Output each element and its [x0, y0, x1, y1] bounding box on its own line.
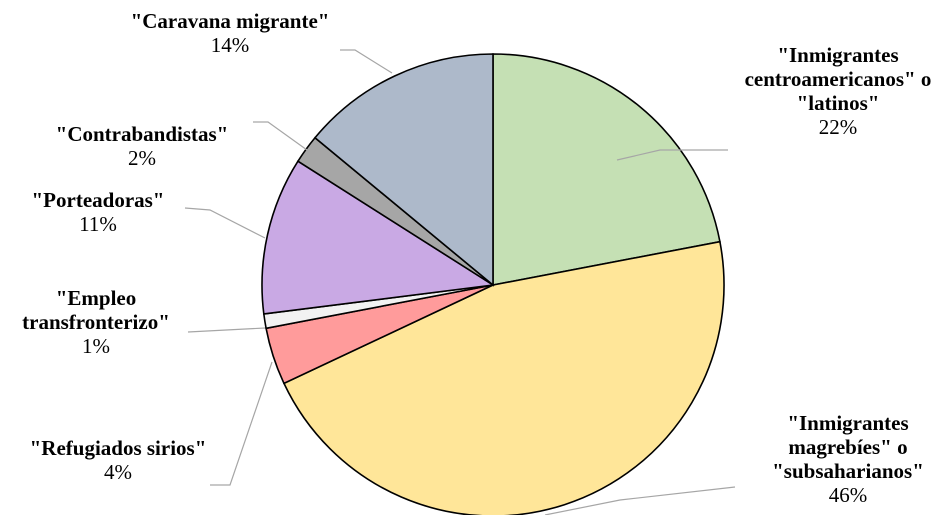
slice-percent-label: 14% — [211, 33, 250, 57]
leader-line-4 — [184, 207, 266, 239]
pie-slice-6 — [313, 53, 494, 287]
slice-label-0: "Inmigrantes centroamericanos" o "latinos"… — [745, 43, 932, 139]
slice-name-line: "subsaharianos" — [772, 459, 924, 483]
slice-name-line: "Inmigrantes — [777, 43, 898, 67]
slice-label-2: "Refugiados sirios" 4% — [30, 436, 207, 484]
slice-name-line: "Caravana migrante" — [131, 9, 330, 33]
leader-line-6 — [340, 49, 393, 74]
slice-name-line: "Refugiados sirios" — [30, 436, 207, 460]
slice-percent-label: 4% — [104, 460, 132, 484]
slice-name-line: "Porteadoras" — [32, 188, 165, 212]
leader-line-0 — [616, 149, 728, 161]
slice-name-line: centroamericanos" o — [745, 67, 932, 91]
slice-percent-label: 1% — [82, 334, 110, 358]
leader-line-5 — [253, 121, 308, 151]
leader-lines — [184, 49, 736, 515]
slice-label-6: "Caravana migrante" 14% — [131, 9, 330, 57]
slice-name-line: transfronterizo" — [22, 310, 170, 334]
pie-slices — [261, 53, 725, 515]
slice-name-line: "Empleo — [56, 286, 137, 310]
leader-line-2 — [210, 361, 273, 486]
leader-line-1 — [544, 486, 736, 515]
pie-slice-1 — [282, 240, 725, 515]
slice-labels: "Inmigrantes centroamericanos" o "latinos"… — [22, 9, 931, 507]
slice-percent-label: 22% — [819, 115, 858, 139]
slice-name-line: "Inmigrantes — [787, 411, 908, 435]
slice-label-1: "Inmigrantes magrebíes" o "subsaharianos" 4… — [772, 411, 924, 507]
slice-percent-label: 2% — [128, 146, 156, 170]
slice-name-line: magrebíes" o — [788, 435, 907, 459]
pie-slice-0 — [492, 53, 721, 286]
slice-percent-label: 46% — [829, 483, 868, 507]
slice-percent-label: 11% — [79, 212, 117, 236]
slice-name-line: "Contrabandistas" — [56, 122, 229, 146]
slice-label-5: "Contrabandistas" 2% — [56, 122, 229, 170]
pie-slice-4 — [261, 160, 496, 315]
slice-name-line: "latinos" — [797, 91, 880, 115]
slice-label-3: "Empleo transfronterizo" 1% — [22, 286, 170, 358]
slice-label-4: "Porteadoras" 11% — [32, 188, 165, 236]
leader-line-3 — [187, 327, 266, 333]
